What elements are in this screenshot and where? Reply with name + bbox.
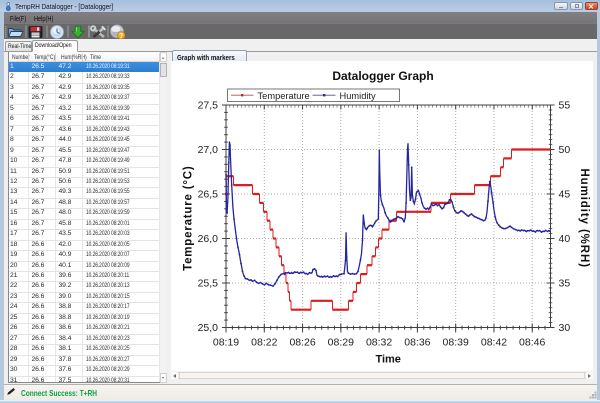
svg-text:08:29: 08:29 xyxy=(327,337,353,349)
svg-text:45: 45 xyxy=(558,189,570,201)
svg-text:27,5: 27,5 xyxy=(197,100,218,112)
svg-text:Temperature (°C): Temperature (°C) xyxy=(182,166,194,271)
svg-text:Humidity: Humidity xyxy=(339,91,376,101)
svg-text:25,0: 25,0 xyxy=(197,322,218,334)
svg-text:08:36: 08:36 xyxy=(404,337,430,349)
svg-text:26,0: 26,0 xyxy=(197,233,218,245)
svg-text:30: 30 xyxy=(558,322,570,334)
svg-text:08:26: 08:26 xyxy=(289,337,315,349)
svg-text:50: 50 xyxy=(558,144,570,156)
svg-text:08:19: 08:19 xyxy=(212,337,238,349)
svg-text:?: ? xyxy=(119,33,123,40)
svg-text:08:42: 08:42 xyxy=(480,337,506,349)
svg-text:27,0: 27,0 xyxy=(197,144,218,156)
svg-text:08:22: 08:22 xyxy=(251,337,277,349)
svg-text:Time: Time xyxy=(375,354,400,366)
svg-text:Temperature: Temperature xyxy=(257,91,309,101)
svg-text:Datalogger Graph: Datalogger Graph xyxy=(332,69,433,83)
svg-text:25,5: 25,5 xyxy=(197,278,218,290)
svg-text:55: 55 xyxy=(558,100,570,112)
svg-text:26,5: 26,5 xyxy=(197,189,218,201)
svg-text:08:46: 08:46 xyxy=(519,337,545,349)
svg-text:08:39: 08:39 xyxy=(442,337,468,349)
svg-text:35: 35 xyxy=(558,278,570,290)
svg-text:08:32: 08:32 xyxy=(365,337,391,349)
svg-text:40: 40 xyxy=(558,233,570,245)
svg-text:Humidity (%RH): Humidity (%RH) xyxy=(578,168,590,268)
